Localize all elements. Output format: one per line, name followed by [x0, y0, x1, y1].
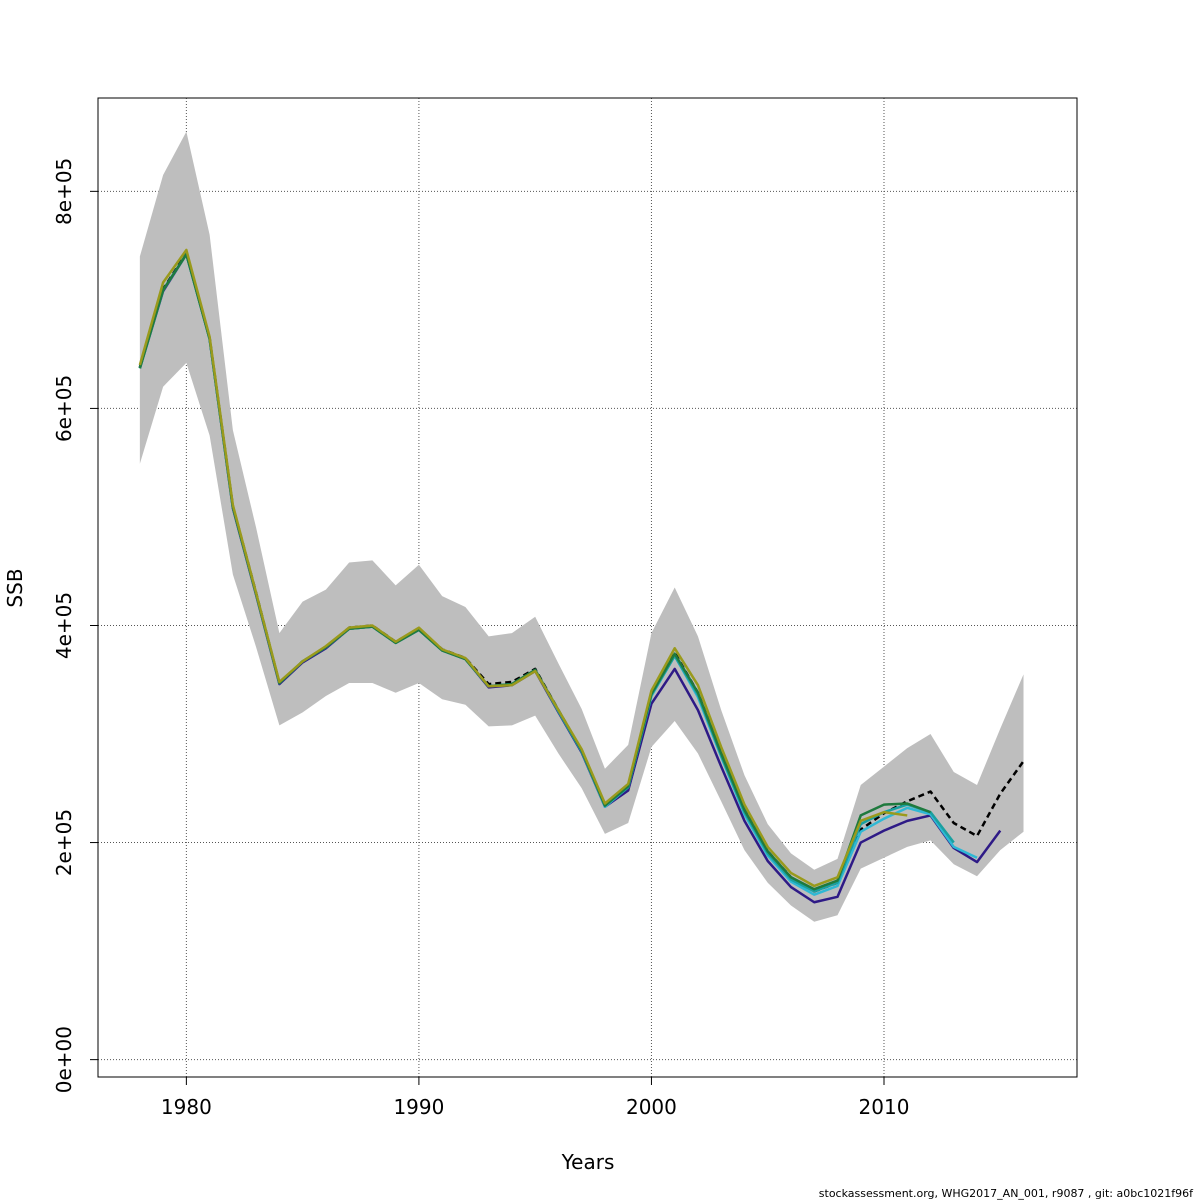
x-axis-label: Years: [561, 1150, 615, 1174]
y-tick-label: 4e+05: [52, 592, 76, 659]
axes: 1980 1990 2000 2010 0e+00 2e+05 4e+05 6e+05 8e+0…: [52, 158, 909, 1119]
plot-frame: [97, 97, 1078, 1078]
y-tick-label: 0e+00: [52, 1026, 76, 1093]
confidence-band: [139, 131, 1024, 922]
x-tick-label: 2010: [859, 1095, 910, 1119]
x-tick-label: 2000: [626, 1095, 677, 1119]
confidence-band-area: [139, 131, 1024, 922]
x-tick-label: 1990: [393, 1095, 444, 1119]
y-tick-label: 8e+05: [52, 158, 76, 225]
y-axis-label: SSB: [3, 568, 27, 607]
y-tick-label: 6e+05: [52, 375, 76, 442]
x-tick-label: 1980: [161, 1095, 212, 1119]
series-line-5: [138, 248, 908, 888]
series-lines: [138, 248, 1025, 904]
footer-caption: stockassessment.org, WHG2017_AN_001, r90…: [819, 1187, 1194, 1200]
y-tick-label: 2e+05: [52, 809, 76, 876]
